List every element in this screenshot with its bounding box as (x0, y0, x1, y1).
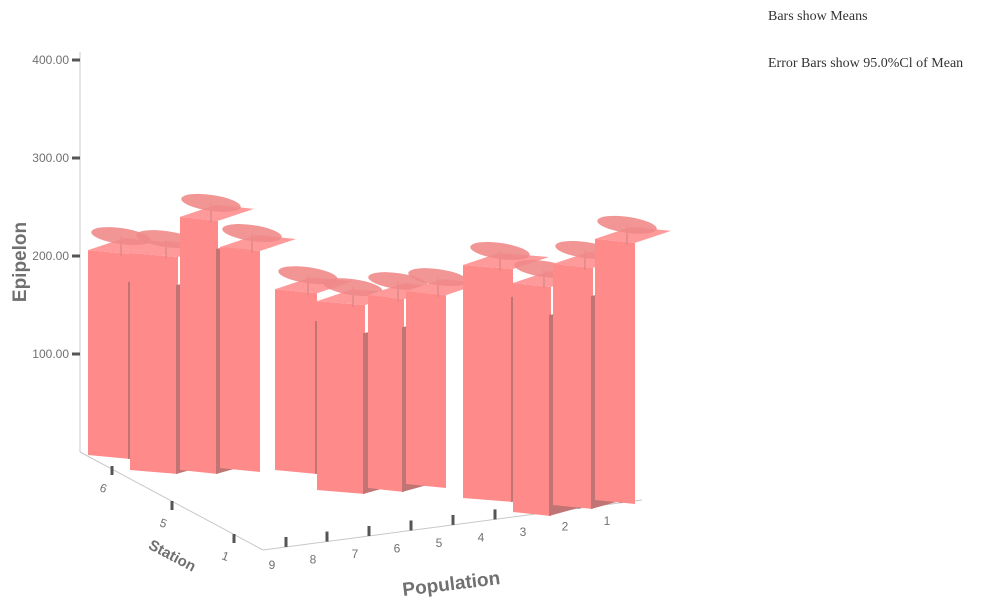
error-bar-cap (181, 193, 241, 212)
population-tick-mark (451, 514, 455, 525)
station-tick-label: 1 (220, 549, 231, 565)
bar-front-face (130, 253, 178, 474)
population-tick-label: 9 (269, 558, 276, 572)
population-axis-line (262, 499, 643, 551)
error-bar-cap (597, 215, 657, 234)
population-tick-label: 3 (520, 525, 527, 539)
chart-axes (72, 52, 643, 551)
y-tick-mark (72, 352, 80, 356)
station-tick-mark (232, 534, 236, 543)
bar-front-face (180, 216, 218, 474)
bar-front-face (406, 291, 446, 488)
bars-show-note: Bars show Means (768, 9, 868, 24)
error-bar-cap (222, 224, 282, 242)
population-tick-label: 5 (436, 536, 443, 550)
population-tick-mark (325, 531, 329, 542)
error-bar-cap (91, 227, 151, 246)
y-tick-label: 300.00 (32, 151, 69, 165)
population-tick-label: 8 (310, 553, 317, 567)
population-tick-mark (409, 520, 413, 531)
station-tick-mark (170, 501, 174, 510)
y-tick-label: 200.00 (32, 249, 69, 263)
error-bar-cap (323, 278, 383, 297)
bar-front-face (463, 264, 513, 502)
error-bars-note: Error Bars show 95.0%Cl of Mean (768, 56, 964, 71)
bar-1-1b (595, 215, 671, 504)
y-tick-label: 100.00 (32, 347, 69, 361)
population-tick-mark (284, 536, 288, 547)
bar-front-face (88, 250, 130, 459)
population-tick-mark (367, 526, 371, 537)
error-bar-cap (408, 268, 468, 287)
population-tick-label: 4 (478, 530, 485, 544)
station-tick-mark (110, 466, 114, 475)
y-tick-mark (72, 254, 80, 258)
station-tick-label: 5 (158, 516, 169, 532)
population-tick-label: 6 (394, 541, 401, 555)
population-axis-title: Population (401, 568, 501, 601)
population-tick-mark (493, 509, 497, 520)
bar-front-face (220, 247, 260, 472)
bar-front-face (513, 282, 551, 516)
bar-front-face (317, 301, 365, 494)
bar-front-face (368, 295, 404, 492)
bar-front-face (553, 263, 593, 509)
chart-bars (88, 193, 671, 516)
population-tick-label: 2 (562, 519, 569, 533)
population-tick-label: 7 (352, 547, 359, 561)
population-tick-label: 1 (604, 514, 611, 528)
station-axis-title: Station (146, 537, 199, 576)
bar-5-3 (406, 268, 482, 488)
station-tick-label: 6 (98, 481, 109, 497)
error-bar-cap (470, 242, 530, 260)
y-tick-mark (72, 156, 80, 160)
error-bar-cap (278, 266, 338, 285)
bar-6-6 (220, 224, 296, 472)
y-tick-mark (72, 58, 80, 62)
bar-front-face (275, 289, 317, 474)
y-tick-label: 400.00 (32, 53, 69, 67)
bar-front-face (595, 238, 635, 504)
y-axis-title: Epipelon (10, 222, 31, 302)
